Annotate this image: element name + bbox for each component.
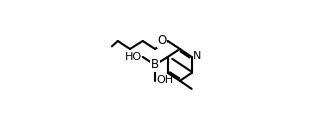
Text: OH: OH [156,75,173,85]
Text: N: N [193,51,201,61]
Text: HO: HO [124,52,142,62]
Text: O: O [157,34,167,47]
Text: B: B [151,58,159,71]
